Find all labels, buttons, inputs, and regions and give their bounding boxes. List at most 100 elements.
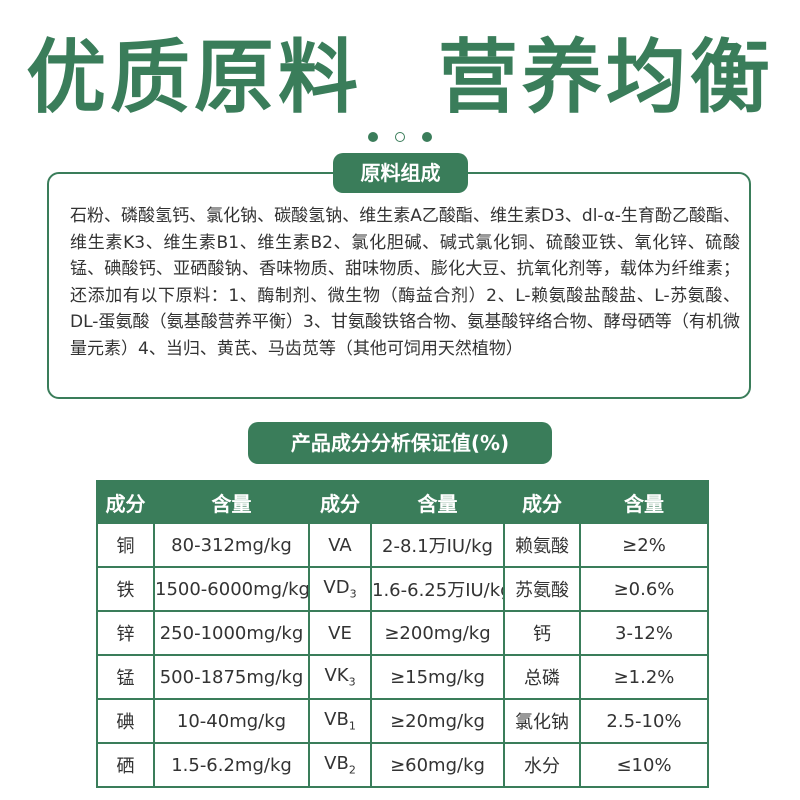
table-row: 碘 10-40mg/kg VB1 ≥20mg/kg 氯化钠 2.5-10% xyxy=(96,698,709,744)
component-cell: VB2 xyxy=(308,742,372,788)
content-cell-text: 80-312mg/kg xyxy=(171,534,292,556)
component-cell-text: 赖氨酸 xyxy=(515,536,569,557)
content-cell: ≥1.2% xyxy=(579,654,709,700)
component-cell: VB1 xyxy=(308,698,372,744)
dot-filled-icon xyxy=(422,131,433,142)
composition-text: 石粉、磷酸氢钙、氯化钠、碳酸氢钠、维生素A乙酸酯、维生素D3、dl-α-生育酚乙… xyxy=(70,206,740,359)
component-cell: 锌 xyxy=(96,610,155,656)
component-cell-text: 锌 xyxy=(116,624,135,645)
headline-nutrition: 营养均衡 xyxy=(437,31,774,124)
content-cell-text: ≤10% xyxy=(616,754,672,776)
content-cell-text: ≥2% xyxy=(622,534,666,556)
content-cell-text: 500-1875mg/kg xyxy=(159,666,304,688)
content-cell: ≥60mg/kg xyxy=(370,742,505,788)
subscript-text: 1 xyxy=(348,719,356,733)
component-cell-text: VK xyxy=(324,665,349,687)
content-cell-text: ≥60mg/kg xyxy=(390,754,485,776)
component-cell-text: 苏氨酸 xyxy=(515,580,569,601)
content-cell: ≥0.6% xyxy=(579,566,709,612)
content-cell: 500-1875mg/kg xyxy=(153,654,310,700)
component-cell-text: VE xyxy=(328,622,352,644)
content-cell: 250-1000mg/kg xyxy=(153,610,310,656)
content-cell-text: 2-8.1万IU/kg xyxy=(382,536,493,557)
component-cell: 硒 xyxy=(96,742,155,788)
content-cell-text: ≥0.6% xyxy=(613,578,675,600)
content-cell: ≥200mg/kg xyxy=(370,610,505,656)
component-cell: 锰 xyxy=(96,654,155,700)
component-cell-text: VA xyxy=(328,534,352,556)
component-cell-text: VB xyxy=(324,709,349,731)
component-cell: 苏氨酸 xyxy=(503,566,581,612)
component-cell: 总磷 xyxy=(503,654,581,700)
table-row: 铜 80-312mg/kg VA 2-8.1万IU/kg 赖氨酸 ≥2% xyxy=(96,522,709,568)
component-cell: 钙 xyxy=(503,610,581,656)
content-cell: ≥15mg/kg xyxy=(370,654,505,700)
analysis-label: 产品成分分析保证值(%) xyxy=(248,422,552,464)
headline-quality: 优质原料 xyxy=(26,31,363,124)
content-cell: ≥2% xyxy=(579,522,709,568)
component-cell: 水分 xyxy=(503,742,581,788)
component-cell-text: 铁 xyxy=(116,580,135,601)
content-cell: 80-312mg/kg xyxy=(153,522,310,568)
component-cell-text: 锰 xyxy=(116,668,135,689)
page-headline: 优质原料 营养均衡 xyxy=(0,30,800,126)
component-cell-text: VB xyxy=(324,753,349,775)
header-component: 成分 xyxy=(308,480,372,524)
component-cell-text: 总磷 xyxy=(524,668,560,689)
subscript-text: 3 xyxy=(349,587,357,601)
content-cell-text: ≥20mg/kg xyxy=(390,710,485,732)
component-cell: VA xyxy=(308,522,372,568)
header-content: 含量 xyxy=(370,480,505,524)
content-cell-text: 1.6-6.25万IU/kg xyxy=(372,580,504,601)
content-cell: 3-12% xyxy=(579,610,709,656)
component-cell-text: 碘 xyxy=(116,712,135,733)
component-cell: VK3 xyxy=(308,654,372,700)
dot-filled-icon xyxy=(367,131,378,142)
component-cell-text: VD xyxy=(323,577,350,599)
subscript-text: 2 xyxy=(348,763,356,777)
content-cell: 10-40mg/kg xyxy=(153,698,310,744)
content-cell-text: 10-40mg/kg xyxy=(176,710,287,732)
content-cell: 1500-6000mg/kg xyxy=(153,566,310,612)
content-cell-text: 3-12% xyxy=(615,622,673,644)
component-cell-text: 钙 xyxy=(533,624,551,645)
content-cell-text: 1500-6000mg/kg xyxy=(155,578,309,600)
dot-outline-icon xyxy=(395,131,405,142)
analysis-table: 成分 含量 成分 含量 成分 含量 铜 80-312mg/kg VA 2-8.1万IU… xyxy=(96,480,709,788)
component-cell: 铜 xyxy=(96,522,155,568)
table-row: 锰 500-1875mg/kg VK3 ≥15mg/kg 总磷 ≥1.2% xyxy=(96,654,709,700)
component-cell-text: 铜 xyxy=(116,536,135,557)
component-cell-text: 氯化钠 xyxy=(515,712,569,733)
content-cell-text: 250-1000mg/kg xyxy=(159,622,304,644)
content-cell: ≥20mg/kg xyxy=(370,698,505,744)
component-cell-text: 水分 xyxy=(524,756,560,777)
header-content: 含量 xyxy=(153,480,310,524)
component-cell: VD3 xyxy=(308,566,372,612)
component-cell: 赖氨酸 xyxy=(503,522,581,568)
component-cell: 铁 xyxy=(96,566,155,612)
composition-label: 原料组成 xyxy=(333,153,468,193)
content-cell-text: ≥15mg/kg xyxy=(390,666,485,688)
content-cell-text: 1.5-6.2mg/kg xyxy=(171,754,292,776)
decor-dots xyxy=(0,126,800,145)
content-cell-text: ≥200mg/kg xyxy=(384,622,491,644)
content-cell: 2-8.1万IU/kg xyxy=(370,522,505,568)
table-row: 硒 1.5-6.2mg/kg VB2 ≥60mg/kg 水分 ≤10% xyxy=(96,742,709,788)
table-row: 锌 250-1000mg/kg VE ≥200mg/kg 钙 3-12% xyxy=(96,610,709,656)
header-component: 成分 xyxy=(96,480,155,524)
content-cell-text: 2.5-10% xyxy=(606,710,682,732)
content-cell: 1.5-6.2mg/kg xyxy=(153,742,310,788)
content-cell: 1.6-6.25万IU/kg xyxy=(370,566,505,612)
content-cell: 2.5-10% xyxy=(579,698,709,744)
component-cell: VE xyxy=(308,610,372,656)
table-header-row: 成分 含量 成分 含量 成分 含量 xyxy=(96,480,709,524)
table-row: 铁 1500-6000mg/kg VD3 1.6-6.25万IU/kg 苏氨酸 ≥0.6% xyxy=(96,566,709,612)
component-cell: 碘 xyxy=(96,698,155,744)
content-cell: ≤10% xyxy=(579,742,709,788)
component-cell: 氯化钠 xyxy=(503,698,581,744)
component-cell-text: 硒 xyxy=(116,756,135,777)
header-content: 含量 xyxy=(579,480,709,524)
header-component: 成分 xyxy=(503,480,581,524)
content-cell-text: ≥1.2% xyxy=(613,666,675,688)
subscript-text: 3 xyxy=(348,675,356,689)
